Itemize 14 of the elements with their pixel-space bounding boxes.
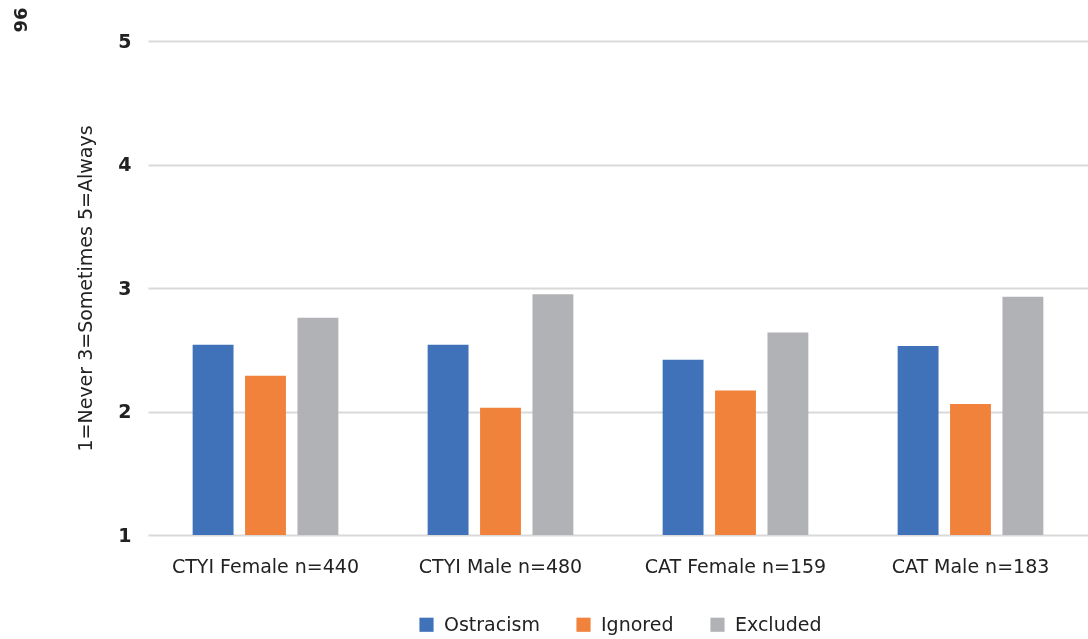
y-tick-label: 3 [118, 276, 132, 299]
x-tick-label: CTYI Female n=440 [171, 554, 360, 577]
x-tick-label: CAT Female n=159 [644, 554, 827, 577]
x-tick-label: CTYI Male n=480 [418, 554, 583, 577]
y-tick-label: 1 [118, 523, 132, 546]
text: 96 [10, 7, 31, 33]
y-tick-label: 2 [118, 400, 132, 422]
legend-label: Excluded [735, 612, 822, 635]
legend-label: Ignored [601, 612, 674, 635]
y-tick-label: 4 [118, 153, 132, 175]
y-tick-label: 5 [118, 29, 132, 52]
x-tick-label: CAT Male n=183 [891, 554, 1050, 577]
y-axis-title: 1=Never 3=Sometimes 5=Always [74, 125, 97, 452]
legend-label: Ostracism [444, 612, 540, 635]
